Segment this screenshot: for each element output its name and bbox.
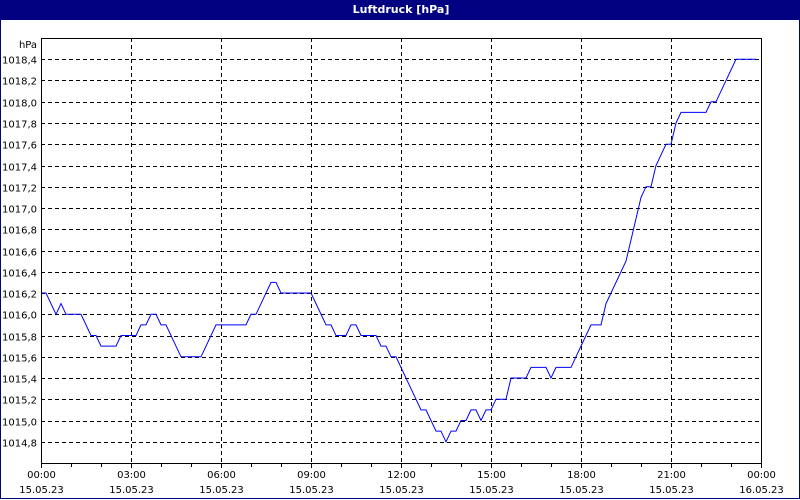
x-tick-date: 15.05.23 (109, 485, 154, 496)
y-tick-label: 1016,4 (2, 269, 37, 280)
x-tick-date: 15.05.23 (19, 485, 64, 496)
chart-title: Luftdruck [hPa] (1, 0, 800, 20)
y-tick-label: 1015,2 (2, 396, 37, 407)
grid (41, 38, 761, 463)
y-tick-label: 1018,0 (2, 99, 37, 110)
x-tick-date: 15.05.23 (469, 485, 514, 496)
x-tick-time: 21:00 (657, 470, 686, 481)
y-tick-label: 1018,2 (2, 77, 37, 88)
y-tick-label: 1017,2 (2, 184, 37, 195)
x-tick-date: 15.05.23 (559, 485, 604, 496)
x-tick-time: 12:00 (387, 470, 416, 481)
y-tick-label: 1016,6 (2, 248, 37, 259)
y-tick-label: 1016,2 (2, 290, 37, 301)
x-tick-date: 16.05.23 (739, 485, 784, 496)
y-tick-label: 1017,8 (2, 120, 37, 131)
y-tick-label: 1015,0 (2, 418, 37, 429)
y-tick-label: 1015,8 (2, 333, 37, 344)
pressure-line (41, 58, 756, 443)
x-tick-time: 06:00 (207, 470, 236, 481)
x-tick-time: 09:00 (297, 470, 326, 481)
x-tick-time: 00:00 (747, 470, 776, 481)
y-tick-label: 1015,6 (2, 354, 37, 365)
x-axis: 00:00 15.05.23 03:00 15.05.23 06:00 15.05.23 0… (19, 463, 784, 496)
y-tick-label: 1017,4 (2, 163, 37, 174)
y-tick-label: 1018,4 (2, 56, 37, 67)
y-tick-label: 1014,8 (2, 439, 37, 450)
x-tick-date: 15.05.23 (199, 485, 244, 496)
y-tick-label: 1017,0 (2, 205, 37, 216)
x-tick-time: 15:00 (477, 470, 506, 481)
y-tick-label: 1016,8 (2, 226, 37, 237)
x-tick-date: 15.05.23 (289, 485, 334, 496)
y-axis: 1014,8 1015,0 1015,2 1015,4 1015,6 1015,8 1016… (2, 56, 37, 450)
y-tick-label: 1015,4 (2, 375, 37, 386)
y-tick-label: 1016,0 (2, 311, 37, 322)
x-tick-date: 15.05.23 (379, 485, 424, 496)
x-tick-time: 18:00 (567, 470, 596, 481)
y-tick-label: 1017,6 (2, 141, 37, 152)
x-tick-time: 03:00 (117, 470, 146, 481)
x-tick-date: 15.05.23 (649, 485, 694, 496)
y-axis-unit-label: hPa (19, 40, 37, 51)
x-tick-time: 00:00 (27, 470, 56, 481)
plot-frame (41, 38, 762, 464)
